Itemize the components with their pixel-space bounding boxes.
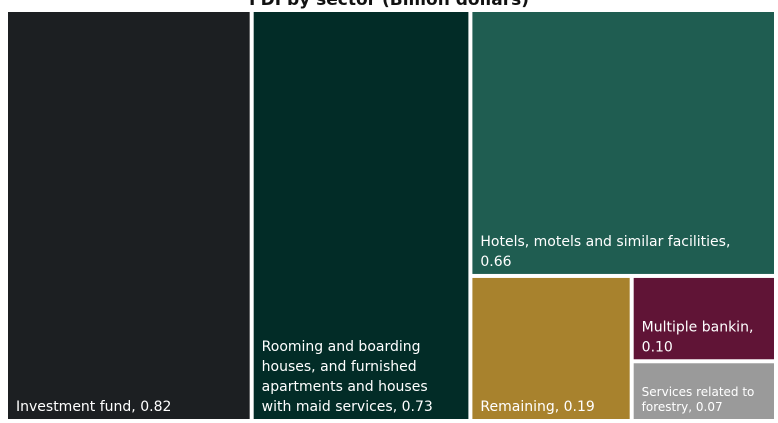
treemap-tile-label-4: Remaining, 0.19 [480,399,594,415]
treemap-tile-4 [472,277,630,419]
chart-title: FDI by sector (Billion dollars) [249,0,529,10]
treemap-tile-label-3: Hotels, motels and similar facilities, 0.… [480,234,730,270]
treemap-tile-3 [472,12,774,274]
treemap-tile-6 [633,363,774,419]
treemap-tile-label-6: Services related to forestry, 0.07 [642,385,755,414]
treemap-tile-label-1: Investment fund, 0.82 [16,399,171,415]
treemap-tile-label-5: Multiple bankin, 0.10 [642,319,754,355]
treemap-tile-5 [633,277,774,360]
treemap-tile-1 [8,12,250,419]
treemap-tile-label-2: Rooming and boarding houses, and furnishe… [262,339,433,415]
treemap-tile-2 [253,12,469,419]
